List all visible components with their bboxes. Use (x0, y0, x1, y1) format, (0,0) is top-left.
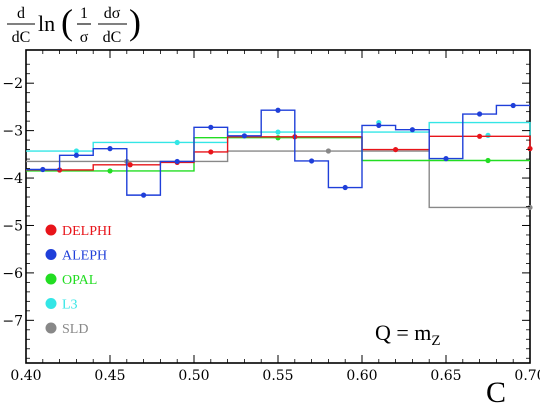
series-opal (26, 135, 530, 174)
y-axis-title-part: ( (61, 2, 73, 42)
y-axis-title-part: 1 (80, 5, 88, 22)
data-point-aleph (477, 111, 483, 117)
y-tick-label: −2 (2, 76, 23, 92)
data-point-delphi (127, 162, 133, 168)
legend-label-sld: SLD (62, 322, 88, 337)
data-point-opal (485, 157, 491, 164)
legend-label-delphi: DELPHI (62, 224, 112, 239)
legend-label-l3: L3 (62, 298, 78, 313)
data-point-aleph (342, 184, 348, 191)
legend-marker-opal (45, 273, 57, 285)
y-tick-label: −5 (2, 218, 23, 234)
series-layer (26, 102, 533, 211)
data-point-aleph (376, 122, 382, 129)
y-tick-label: −3 (2, 124, 23, 140)
data-point-l3 (174, 139, 180, 146)
legend-marker-l3 (45, 298, 57, 309)
data-point-aleph (208, 124, 214, 130)
legend-label-opal: OPAL (62, 273, 97, 288)
x-tick-label: 0.40 (10, 368, 41, 384)
data-point-opal (107, 168, 113, 174)
series-line-sld (26, 150, 530, 209)
y-tick-label: −6 (2, 266, 23, 282)
data-point-delphi (208, 149, 214, 155)
y-axis-title-part: dC (12, 29, 31, 46)
y-tick-label: −4 (2, 171, 23, 187)
data-point-aleph (73, 152, 79, 158)
y-axis-title: d dC ln(1 σdσ dC) (7, 2, 141, 46)
y-axis-title-part: d (17, 5, 25, 22)
y-tick-label: −7 (2, 313, 23, 329)
legend-marker-sld (45, 322, 57, 334)
y-axis-title-part: ln (38, 11, 55, 36)
x-tick-label: 0.45 (94, 368, 125, 384)
ticks-layer: 0.40 0.45 0.50 0.55 0.60 0.65 0.70 −2 −3 −4 −5 −6 −7 (2, 50, 540, 384)
data-point-l3 (275, 129, 281, 135)
x-axis-title: C (486, 376, 506, 407)
plot-border (25, 49, 531, 364)
data-point-aleph (510, 102, 516, 109)
data-point-aleph (107, 146, 113, 152)
legend: DELPHI ALEPH OPAL L3 SLD (45, 224, 112, 337)
legend-marker-aleph (45, 249, 57, 260)
data-point-aleph (174, 158, 180, 165)
series-aleph (26, 102, 530, 198)
data-point-aleph (309, 158, 315, 164)
x-tick-label: 0.55 (262, 368, 293, 384)
x-tick-label: 0.50 (178, 368, 209, 384)
data-point-aleph (275, 107, 281, 113)
data-point-opal (275, 135, 281, 141)
series-line-aleph (26, 104, 530, 196)
data-point-aleph (141, 192, 147, 198)
data-point-sld (325, 148, 331, 154)
data-point-aleph (241, 133, 247, 139)
data-point-l3 (73, 148, 79, 154)
y-axis-title-part: σ (80, 29, 89, 46)
series-line-delphi (26, 135, 531, 171)
data-point-aleph (443, 156, 449, 162)
plot-frame (25, 49, 531, 364)
data-point-delphi (393, 146, 399, 153)
x-tick-label: 0.70 (514, 368, 540, 384)
x-tick-label: 0.60 (346, 368, 377, 384)
x-tick-label: 0.65 (430, 368, 461, 384)
data-point-delphi (527, 146, 533, 152)
data-point-l3 (485, 132, 491, 138)
data-point-sld (527, 204, 533, 211)
y-axis-title-part: ) (129, 2, 141, 42)
data-point-aleph (40, 166, 46, 173)
y-axis-title-part: dσ (104, 5, 121, 22)
annotation: Q = mZ (375, 320, 441, 349)
y-axis-title-part: dC (103, 29, 122, 46)
legend-label-aleph: ALEPH (62, 249, 107, 264)
legend-marker-delphi (45, 224, 57, 236)
data-point-aleph (409, 127, 415, 133)
series-sld (26, 148, 533, 211)
data-point-delphi (477, 133, 483, 139)
